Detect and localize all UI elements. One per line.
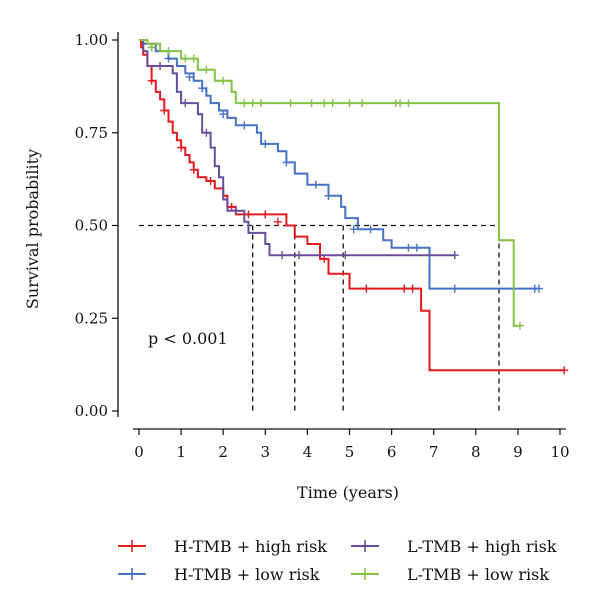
censor-mark (164, 47, 173, 56)
censor-mark (412, 243, 421, 252)
censor-mark (160, 106, 169, 115)
censor-mark (244, 210, 253, 219)
censor-mark (366, 225, 375, 234)
y-tick-label: 0.50 (75, 217, 108, 235)
censor-mark (198, 84, 207, 93)
censor-mark (294, 251, 303, 260)
censor-mark (240, 121, 249, 130)
x-tick-label: 10 (550, 443, 569, 461)
censor-mark (324, 191, 333, 200)
censor-mark (206, 176, 215, 185)
censor-mark (248, 99, 257, 108)
x-tick-label: 1 (176, 443, 186, 461)
censor-mark (560, 366, 569, 375)
censor-mark (219, 76, 228, 85)
censor-mark (257, 99, 266, 108)
censor-mark (286, 99, 295, 108)
censor-mark (404, 243, 413, 252)
censor-mark (516, 321, 525, 330)
legend-label: H-TMB + high risk (174, 537, 327, 556)
censor-mark (396, 99, 405, 108)
median-reference-lines (139, 224, 500, 411)
censor-mark (202, 65, 211, 74)
censor-mark (450, 284, 459, 293)
censor-mark (341, 251, 350, 260)
y-tick-label: 0.25 (75, 309, 108, 327)
x-tick-label: 4 (303, 443, 313, 461)
x-tick-label: 5 (345, 443, 355, 461)
x-tick-label: 9 (513, 443, 523, 461)
censor-mark (231, 206, 240, 215)
legend: H-TMB + high risk L-TMB + high risk H-TMB … (118, 537, 557, 584)
censor-mark (177, 143, 186, 152)
legend-item: L-TMB + low risk (351, 565, 549, 584)
censor-mark (261, 210, 270, 219)
censor-mark (261, 139, 270, 148)
censor-mark (345, 99, 354, 108)
censor-mark (147, 43, 156, 52)
censor-mark (404, 99, 413, 108)
legend-label: L-TMB + low risk (407, 565, 549, 584)
censor-mark (328, 99, 337, 108)
x-tick-label: 6 (387, 443, 397, 461)
censor-mark (320, 99, 329, 108)
survival-curve (139, 39, 455, 257)
x-tick-label: 0 (134, 443, 144, 461)
axes: 0.00 0.25 0.50 0.75 1.00 0 1 2 3 4 5 6 7 8 9 10 (75, 31, 570, 461)
censor-mark (273, 217, 282, 226)
censor-mark (450, 251, 459, 260)
survival-curve (139, 39, 520, 327)
y-axis-title: Survival probability (23, 149, 42, 309)
censor-mark (156, 61, 165, 70)
x-tick-label: 7 (429, 443, 439, 461)
survival-series (139, 39, 569, 375)
x-tick-label: 8 (471, 443, 481, 461)
y-tick-label: 1.00 (75, 31, 108, 49)
censor-mark (227, 202, 236, 211)
censor-mark (362, 284, 371, 293)
legend-item: H-TMB + high risk (118, 537, 327, 556)
censor-mark (311, 180, 320, 189)
censor-mark (408, 284, 417, 293)
legend-label: H-TMB + low risk (174, 565, 320, 584)
censor-mark (282, 158, 291, 167)
censor-mark (400, 284, 409, 293)
censor-mark (185, 73, 194, 82)
censor-mark (189, 165, 198, 174)
x-tick-label: 2 (218, 443, 228, 461)
censor-mark (147, 76, 156, 85)
x-tick-label: 3 (261, 443, 271, 461)
survival-curves (139, 39, 569, 375)
censor-mark (349, 225, 358, 234)
legend-label: L-TMB + high risk (407, 537, 557, 556)
censor-mark (534, 284, 543, 293)
survival-series (139, 39, 459, 260)
censor-mark (202, 128, 211, 137)
censor-mark (358, 99, 367, 108)
survival-curve (139, 39, 539, 290)
y-tick-label: 0.00 (75, 402, 108, 420)
x-axis-title: Time (years) (297, 483, 399, 502)
censor-mark (181, 99, 190, 108)
legend-item: L-TMB + high risk (351, 537, 557, 556)
survival-series (139, 39, 525, 330)
censor-mark (181, 54, 190, 63)
censor-mark (278, 251, 287, 260)
censor-mark (320, 254, 329, 263)
legend-item: H-TMB + low risk (118, 565, 320, 584)
censor-mark (189, 54, 198, 63)
y-tick-label: 0.75 (75, 124, 108, 142)
censor-mark (307, 99, 316, 108)
survival-series (139, 39, 543, 293)
p-value-annotation: p < 0.001 (148, 329, 228, 348)
censor-mark (219, 110, 228, 119)
censor-mark (240, 99, 249, 108)
censor-mark (164, 54, 173, 63)
